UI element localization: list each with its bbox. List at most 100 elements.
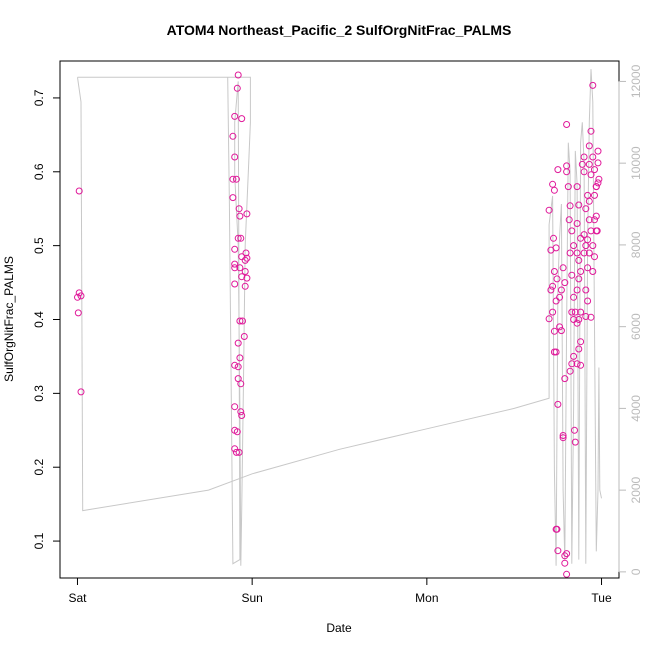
data-point: [568, 271, 576, 279]
data-point: [552, 244, 560, 252]
data-point: [549, 180, 557, 188]
data-point: [591, 216, 598, 224]
data-point: [235, 448, 243, 456]
data-point: [580, 153, 588, 161]
data-point: [573, 220, 581, 227]
data-point: [243, 254, 251, 262]
data-point: [580, 168, 588, 176]
data-point: [582, 313, 590, 320]
data-point: [547, 286, 555, 294]
data-point: [565, 216, 573, 224]
data-point: [577, 338, 585, 346]
data-point: [242, 249, 250, 257]
data-point: [561, 279, 569, 287]
data-point: [545, 315, 553, 323]
data-point: [595, 175, 603, 183]
data-point: [229, 194, 237, 202]
data-point: [568, 227, 576, 235]
data-point: [568, 360, 576, 368]
y2-tick-label: 12000: [629, 64, 643, 98]
data-point: [593, 227, 601, 235]
data-point: [74, 293, 81, 301]
data-point: [575, 201, 583, 209]
x-tick-label: Sat: [68, 591, 87, 605]
data-point: [570, 352, 578, 360]
data-point: [549, 282, 557, 290]
data-point: [566, 249, 574, 257]
data-point: [594, 179, 602, 187]
data-point: [561, 552, 569, 560]
data-point: [592, 212, 600, 220]
data-point: [231, 445, 239, 453]
data-point: [554, 166, 562, 174]
data-point: [575, 275, 583, 283]
data-point: [559, 264, 567, 272]
data-point: [591, 253, 598, 261]
data-point: [231, 280, 239, 288]
data-point: [585, 216, 593, 224]
data-point: [549, 308, 557, 316]
data-point: [75, 187, 83, 195]
data-point: [557, 286, 565, 294]
data-point: [592, 183, 600, 191]
data-point: [589, 242, 597, 250]
data-point: [236, 264, 244, 272]
data-point: [591, 166, 598, 174]
data-point: [237, 234, 245, 242]
data-point: [577, 268, 585, 275]
data-point: [553, 275, 561, 283]
y-tick-label: 0.2: [32, 459, 46, 476]
y-tick-label: 0.3: [32, 385, 46, 402]
data-point: [240, 333, 248, 340]
data-point: [550, 327, 558, 335]
data-point: [552, 348, 560, 356]
data-point: [232, 448, 240, 456]
data-point: [563, 121, 571, 128]
data-point: [243, 210, 251, 218]
y-tick-label: 0.4: [32, 311, 46, 328]
data-point: [589, 268, 597, 275]
data-point: [237, 408, 245, 416]
y2-tick-label: 4000: [629, 395, 643, 422]
data-point: [234, 363, 242, 371]
data-point: [570, 293, 578, 301]
data-point: [577, 234, 585, 242]
data-point: [554, 400, 562, 408]
data-point: [234, 339, 242, 347]
data-point: [577, 361, 585, 369]
data-point: [582, 205, 590, 213]
data-point: [231, 361, 239, 369]
data-point: [584, 236, 592, 244]
data-point: [584, 191, 592, 199]
data-point: [573, 183, 581, 191]
y2-tick-label: 2000: [629, 476, 643, 503]
y2-tick-label: 0: [629, 568, 643, 575]
data-point: [233, 428, 241, 436]
data-point: [575, 316, 583, 323]
data-point: [589, 153, 597, 161]
data-point: [557, 327, 565, 335]
data-point: [556, 293, 564, 301]
data-point: [233, 84, 241, 92]
altitude-trace: [77, 69, 602, 566]
data-point: [577, 308, 585, 316]
data-point: [559, 434, 567, 442]
data-point: [550, 268, 558, 275]
data-point: [571, 308, 579, 316]
chart-title: ATOM4 Northeast_Pacific_2 SulfOrgNitFrac…: [167, 22, 512, 38]
data-point: [238, 273, 246, 281]
data-point: [589, 81, 597, 89]
data-point: [238, 115, 246, 123]
data-point: [238, 412, 246, 419]
data-point: [563, 570, 571, 578]
y-axis-label: SulfOrgNitFrac_PALMS: [2, 256, 16, 382]
data-point: [243, 274, 251, 282]
data-point: [570, 242, 578, 250]
y2-tick-label: 8000: [629, 231, 643, 258]
data-point: [585, 197, 593, 205]
data-point: [584, 297, 592, 305]
data-point: [594, 147, 602, 155]
data-point: [573, 249, 581, 257]
data-point: [234, 234, 242, 242]
